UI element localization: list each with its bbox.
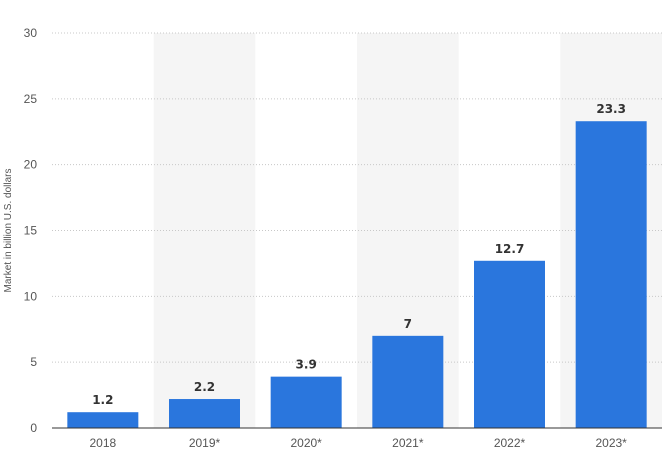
x-tick-label: 2023* <box>595 436 627 450</box>
x-tick-label: 2018 <box>89 436 116 450</box>
x-axis-tick-labels: 2018 2019* 2020* 2021* 2022* 2023* <box>89 436 627 450</box>
data-label: 1.2 <box>92 393 113 407</box>
y-axis-tick-labels: 0 5 10 15 20 25 30 <box>24 26 38 435</box>
data-label: 23.3 <box>596 102 626 116</box>
bar <box>372 335 444 428</box>
bars <box>67 121 647 428</box>
x-tick-label: 2020* <box>290 436 322 450</box>
y-axis-title: Market in billion U.S. dollars <box>3 169 14 293</box>
bar <box>474 260 545 428</box>
bar <box>67 412 139 428</box>
y-tick-label: 5 <box>30 355 37 369</box>
y-tick-label: 20 <box>24 158 38 172</box>
data-label: 3.9 <box>296 358 317 372</box>
x-tick-label: 2019* <box>189 436 221 450</box>
bar <box>169 399 240 428</box>
x-tick-label: 2022* <box>494 436 526 450</box>
y-tick-label: 25 <box>24 92 38 106</box>
y-tick-label: 0 <box>30 421 37 435</box>
data-label: 12.7 <box>495 242 525 256</box>
background-band <box>153 33 256 428</box>
data-label: 2.2 <box>194 380 215 394</box>
bar <box>270 376 342 428</box>
y-tick-label: 10 <box>24 289 38 303</box>
y-tick-label: 30 <box>24 26 38 40</box>
x-tick-label: 2021* <box>392 436 424 450</box>
y-tick-label: 15 <box>24 224 38 238</box>
bar <box>575 121 647 428</box>
data-labels: 1.2 2.2 3.9 7 12.7 23.3 <box>92 102 626 407</box>
data-label: 7 <box>404 317 412 331</box>
